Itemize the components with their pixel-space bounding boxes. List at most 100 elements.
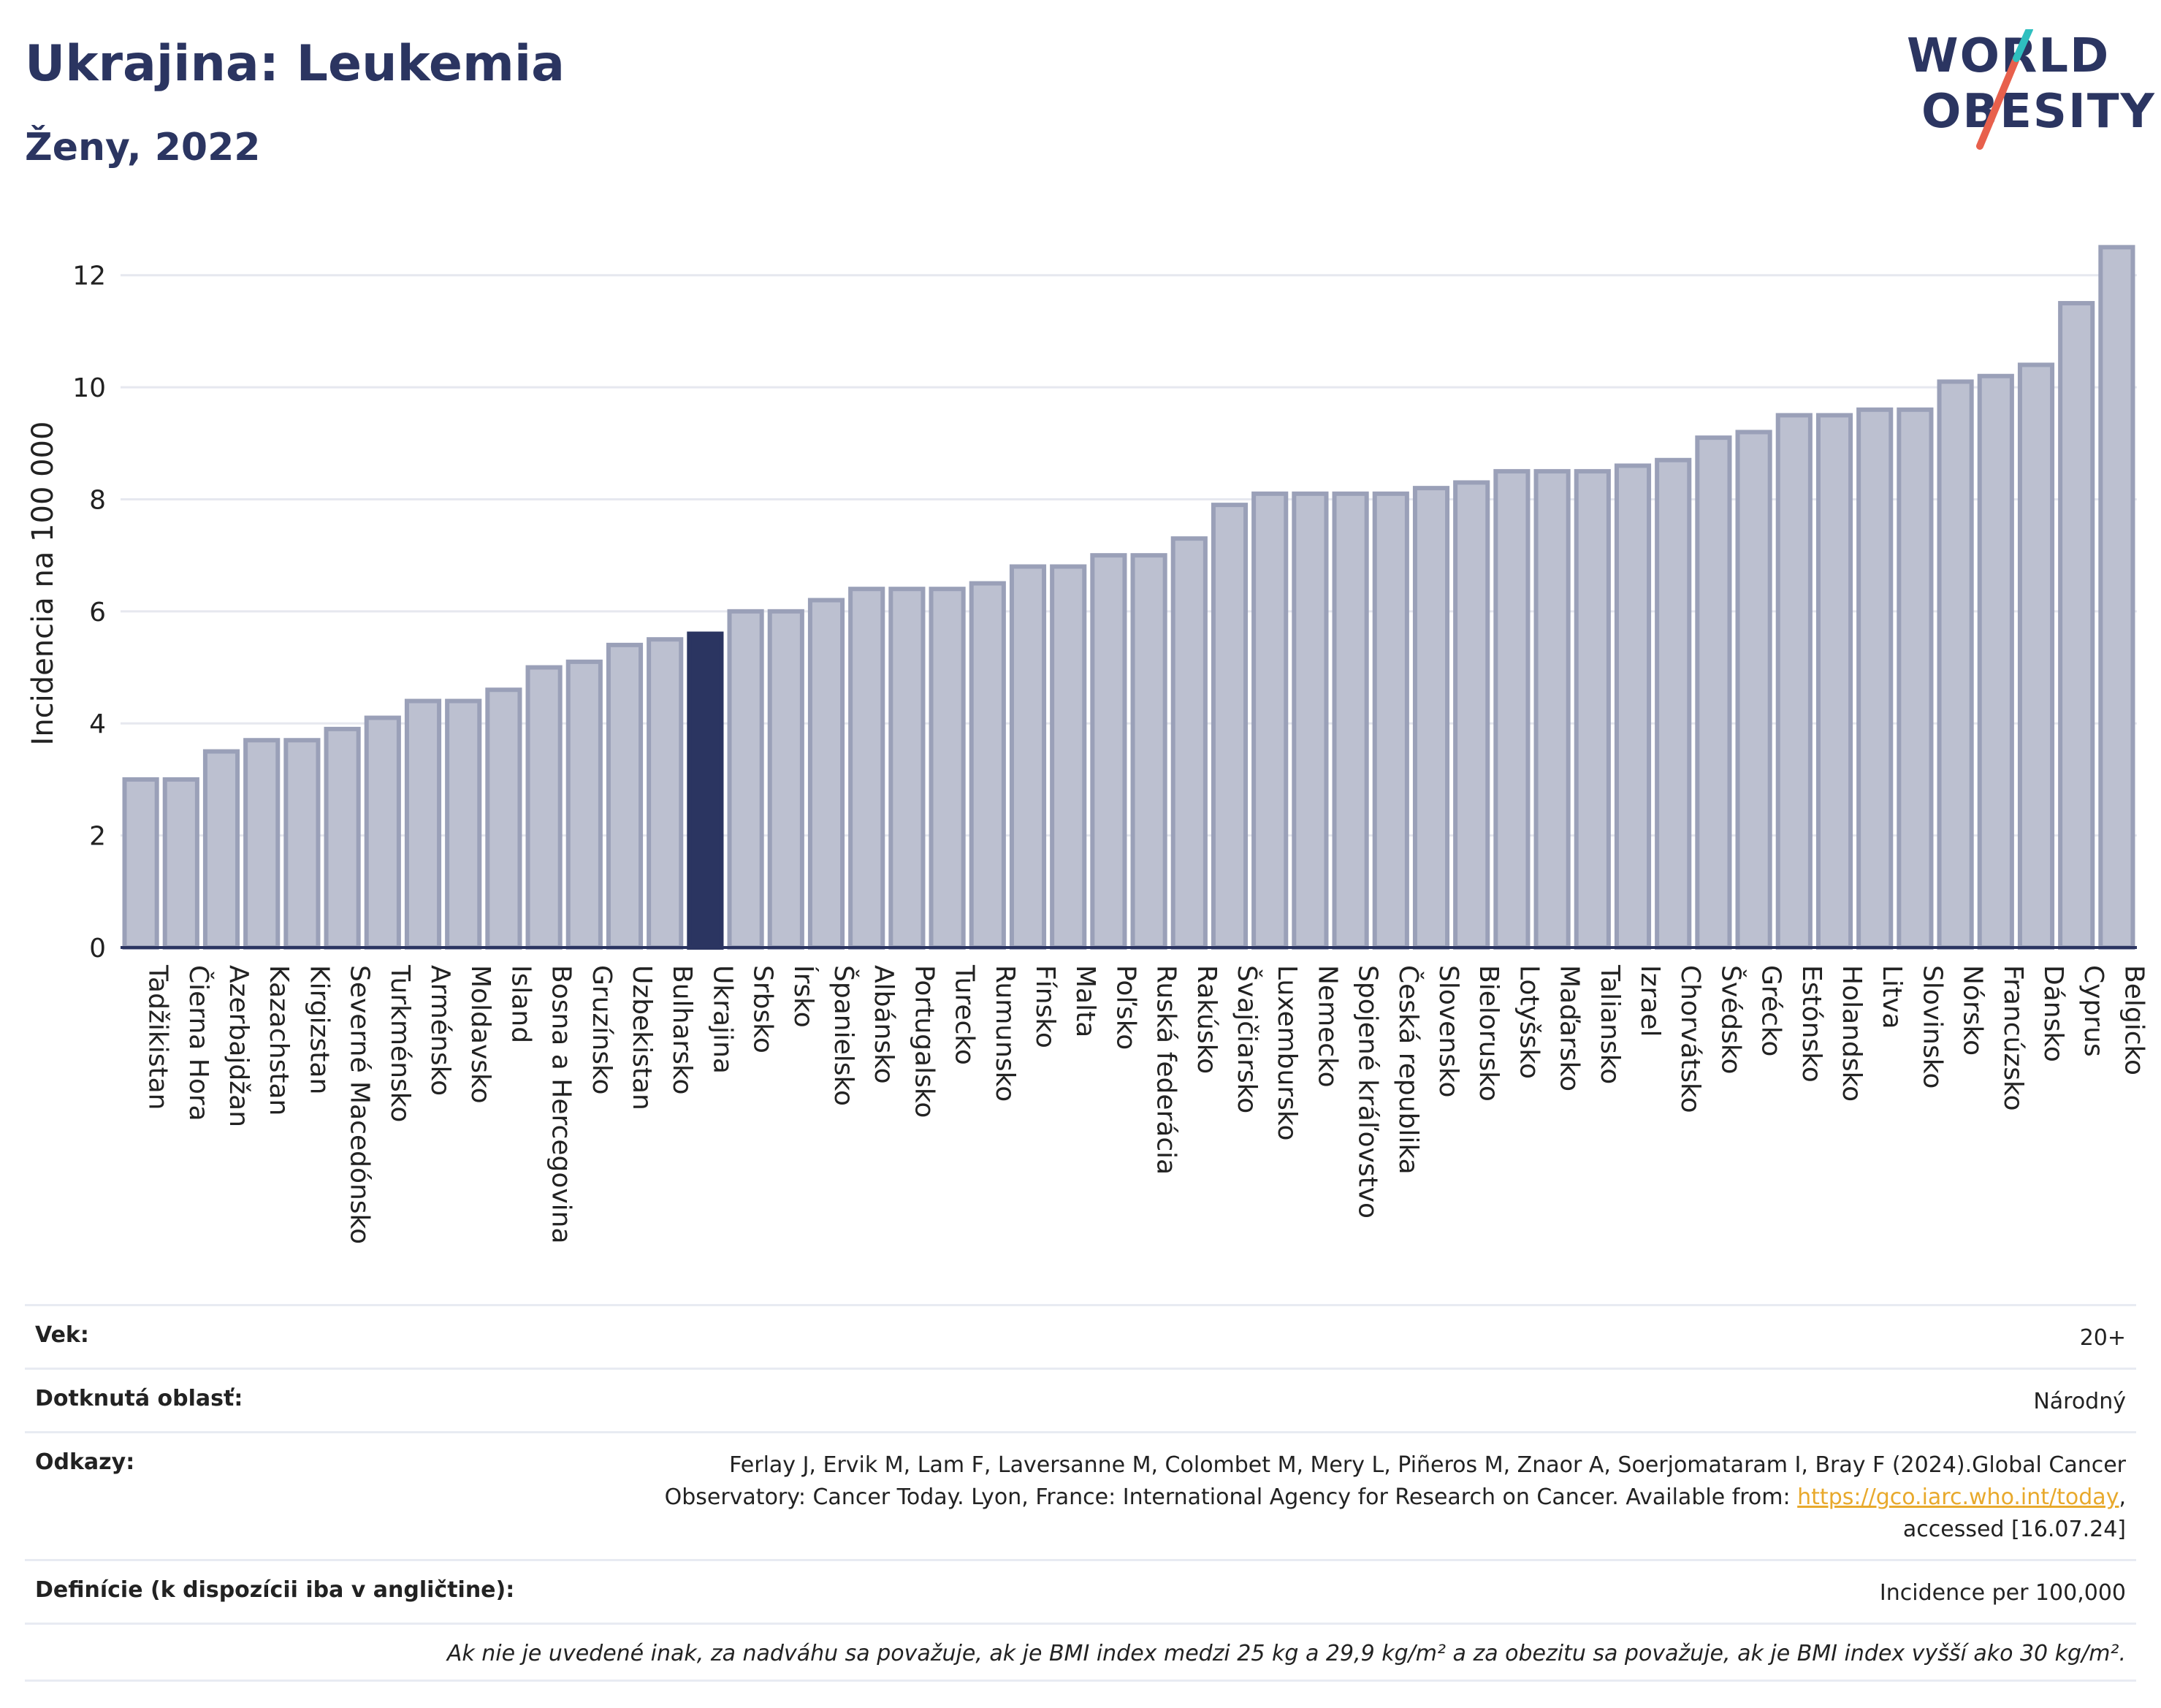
- bar: [202, 749, 240, 950]
- bar: [243, 738, 281, 950]
- bar: [283, 738, 321, 950]
- x-tick-label: Kazachstan: [264, 965, 294, 1116]
- x-tick-label: Nemecko: [1312, 965, 1342, 1088]
- bar: [2017, 362, 2055, 950]
- age-value: 20+: [2079, 1325, 2126, 1351]
- meta-row-note: Ak nie je uvedené inak, za nadváhu sa po…: [25, 1623, 2136, 1682]
- bar: [1614, 463, 1652, 950]
- y-tick-label: 2: [89, 822, 106, 852]
- x-tick-label: Bulharsko: [667, 965, 697, 1095]
- bar: [1251, 491, 1289, 950]
- x-tick-label: Cyprus: [2078, 965, 2108, 1057]
- bar: [1775, 413, 1813, 950]
- meta-row-area: Dotknutá oblasť: Národný: [25, 1368, 2136, 1431]
- x-tick-label: Slovinsko: [1917, 965, 1947, 1089]
- bar: [404, 698, 442, 950]
- x-tick-label: Spojené kráľovstvo: [1353, 965, 1383, 1219]
- x-tick-label: Gruzínsko: [587, 965, 617, 1095]
- bar: [1533, 469, 1571, 950]
- chart-title: Ukrajina: Leukemia: [25, 35, 565, 93]
- area-label: Dotknutá oblasť:: [35, 1386, 243, 1411]
- x-tick-label: Chorvátsko: [1675, 965, 1705, 1113]
- x-tick-label: Holandsko: [1837, 965, 1867, 1102]
- bar: [1695, 435, 1732, 950]
- bar-chart: 0 2 4 6 8 10 12 Incidencia na 100 000 Tadžikista…: [26, 245, 2149, 1244]
- x-tick-label: Uzbekistan: [627, 965, 657, 1110]
- bar: [1856, 407, 1894, 950]
- y-tick-label: 12: [72, 262, 106, 291]
- bar: [1574, 469, 1611, 950]
- bar: [687, 631, 724, 950]
- area-value: Národný: [2033, 1389, 2126, 1414]
- refs-text: Ferlay J, Ervik M, Lam F, Laversanne M, …: [664, 1452, 2126, 1510]
- x-tick-label: Rakúsko: [1192, 965, 1221, 1074]
- x-tick-label: Taliansko: [1595, 964, 1625, 1084]
- x-tick-label: Fínsko: [1030, 965, 1060, 1048]
- bar: [1735, 430, 1772, 950]
- bar: [1211, 503, 1249, 950]
- meta-row-refs: Odkazy: Ferlay J, Ervik M, Lam F, Lavers…: [25, 1431, 2136, 1559]
- bar: [1977, 373, 2014, 950]
- bar: [969, 581, 1006, 950]
- bar: [1009, 564, 1047, 950]
- bar: [1332, 491, 1369, 950]
- world-obesity-logo: WORLD OBESITY: [1907, 29, 2154, 153]
- x-tick-label: Severné Macedónsko: [345, 965, 375, 1244]
- bar: [1372, 491, 1409, 950]
- meta-row-age: Vek: 20+: [25, 1304, 2136, 1368]
- age-label: Vek:: [35, 1322, 89, 1348]
- bar: [1130, 553, 1167, 950]
- x-tick-label: Albánsko: [869, 965, 899, 1084]
- chart-subtitle: Ženy, 2022: [25, 126, 261, 169]
- y-axis-label: Incidencia na 100 000: [26, 422, 60, 746]
- logo-slash-icon: [1976, 29, 2033, 150]
- bar: [324, 726, 361, 950]
- bar: [122, 777, 159, 950]
- refs-value: Ferlay J, Ervik M, Lam F, Laversanne M, …: [592, 1449, 2126, 1546]
- bar: [364, 715, 401, 950]
- x-tick-label: Estónsko: [1796, 965, 1826, 1083]
- x-tick-label: Slovensko: [1433, 965, 1463, 1098]
- x-tick-label: Rumunsko: [990, 965, 1020, 1102]
- y-tick-label: 8: [89, 485, 106, 515]
- refs-link[interactable]: https://gco.iarc.who.int/today: [1797, 1484, 2119, 1510]
- bar: [1050, 564, 1087, 950]
- x-tick-label: Ruská federácia: [1151, 965, 1181, 1175]
- x-tick-label: Česká republika: [1393, 965, 1424, 1175]
- bar: [485, 687, 522, 950]
- x-tick-label: Luxembursko: [1272, 965, 1302, 1140]
- bar: [2098, 245, 2135, 950]
- bar: [445, 698, 482, 950]
- bar: [1655, 457, 1692, 950]
- x-tick-label: Arménsko: [425, 965, 455, 1096]
- y-tick-label: 0: [89, 934, 106, 964]
- bar: [2058, 301, 2095, 950]
- x-tick-label: Belgicko: [2119, 965, 2149, 1075]
- x-tick-label: Srbsko: [748, 965, 778, 1053]
- bar: [1453, 480, 1490, 950]
- x-tick-label: Čierna Hora: [183, 965, 214, 1121]
- x-tick-label: Švajčiarsko: [1232, 965, 1262, 1113]
- x-tick-label: Malta: [1070, 965, 1100, 1037]
- bar: [1170, 536, 1208, 950]
- bar: [1493, 469, 1531, 950]
- refs-accessed: , accessed [16.07.24]: [1902, 1484, 2126, 1542]
- bar: [525, 665, 563, 950]
- x-tick-label: Nórsko: [1958, 965, 1988, 1056]
- bar: [888, 587, 926, 950]
- x-tick-label: Francúzsko: [1998, 965, 2028, 1111]
- x-tick-label: Maďarsko: [1555, 965, 1585, 1091]
- bar: [1292, 491, 1329, 950]
- bar: [565, 659, 603, 950]
- x-tick-label: Bosna a Hercegovina: [546, 965, 576, 1244]
- y-tick-label: 4: [89, 709, 106, 739]
- x-tick-label: Bielorusko: [1474, 965, 1503, 1102]
- x-tick-label: Turecko: [950, 964, 980, 1065]
- bar: [848, 587, 885, 950]
- definitions-value: Incidence per 100,000: [1879, 1580, 2126, 1606]
- bar: [1937, 379, 1974, 950]
- x-tick-label: Ukrajina: [707, 965, 737, 1074]
- x-tick-label: Portugalsko: [909, 965, 939, 1118]
- refs-label: Odkazy:: [35, 1449, 135, 1475]
- x-tick-label: Španielsko: [828, 965, 859, 1106]
